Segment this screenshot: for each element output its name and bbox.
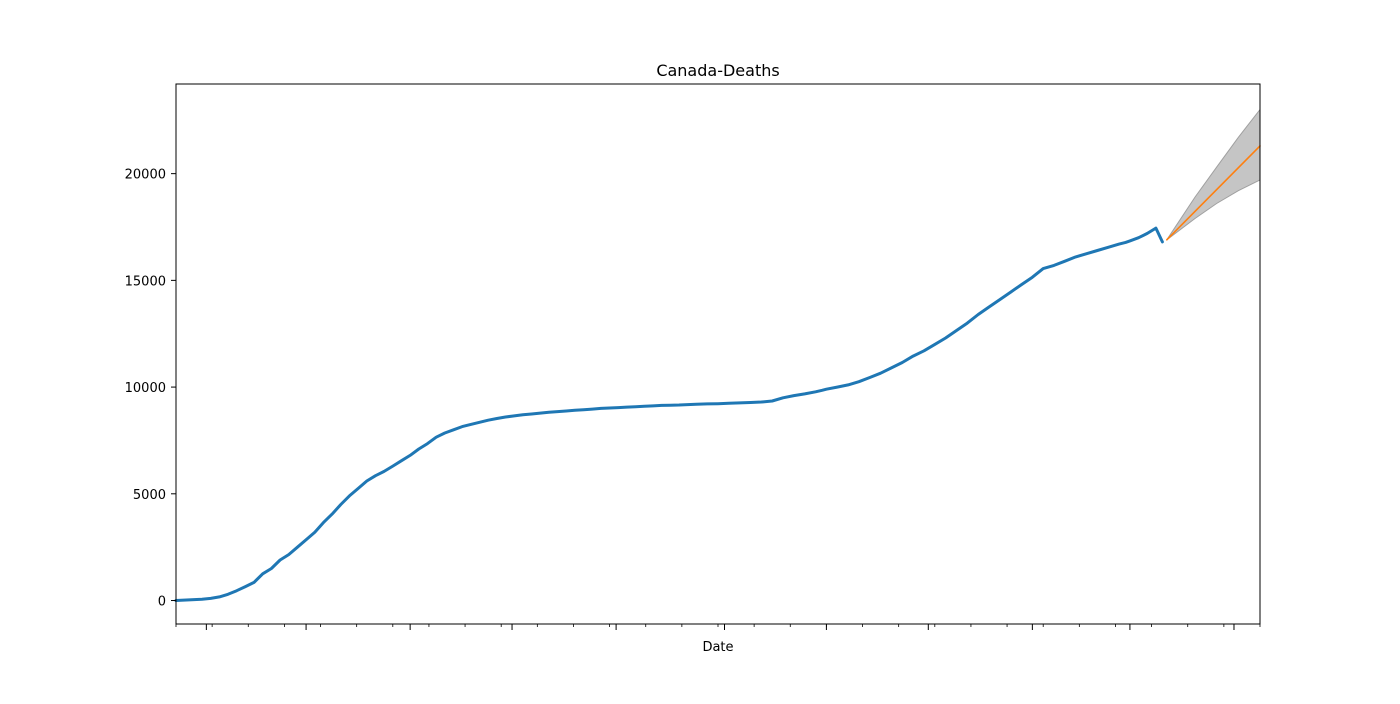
series-line-observed	[174, 226, 1164, 602]
y-tick-label: 20000	[125, 168, 166, 183]
y-tick-label: 0	[158, 595, 166, 610]
series-layer	[174, 145, 1261, 602]
chart-title: Canada-Deaths	[656, 61, 779, 80]
y-axis-ticks: 0 5000 10000 15000 20000	[125, 168, 176, 610]
y-tick-label: 15000	[125, 274, 166, 289]
x-axis-ticks	[175, 624, 1261, 630]
confidence-band	[1166, 108, 1261, 241]
x-axis-label: Date	[702, 640, 733, 655]
plot-area-frame	[175, 83, 1261, 625]
confidence-band-layer	[1166, 108, 1261, 241]
y-tick-label: 10000	[125, 381, 166, 396]
series-line-forecast	[1166, 145, 1261, 241]
y-tick-label: 5000	[133, 488, 166, 503]
